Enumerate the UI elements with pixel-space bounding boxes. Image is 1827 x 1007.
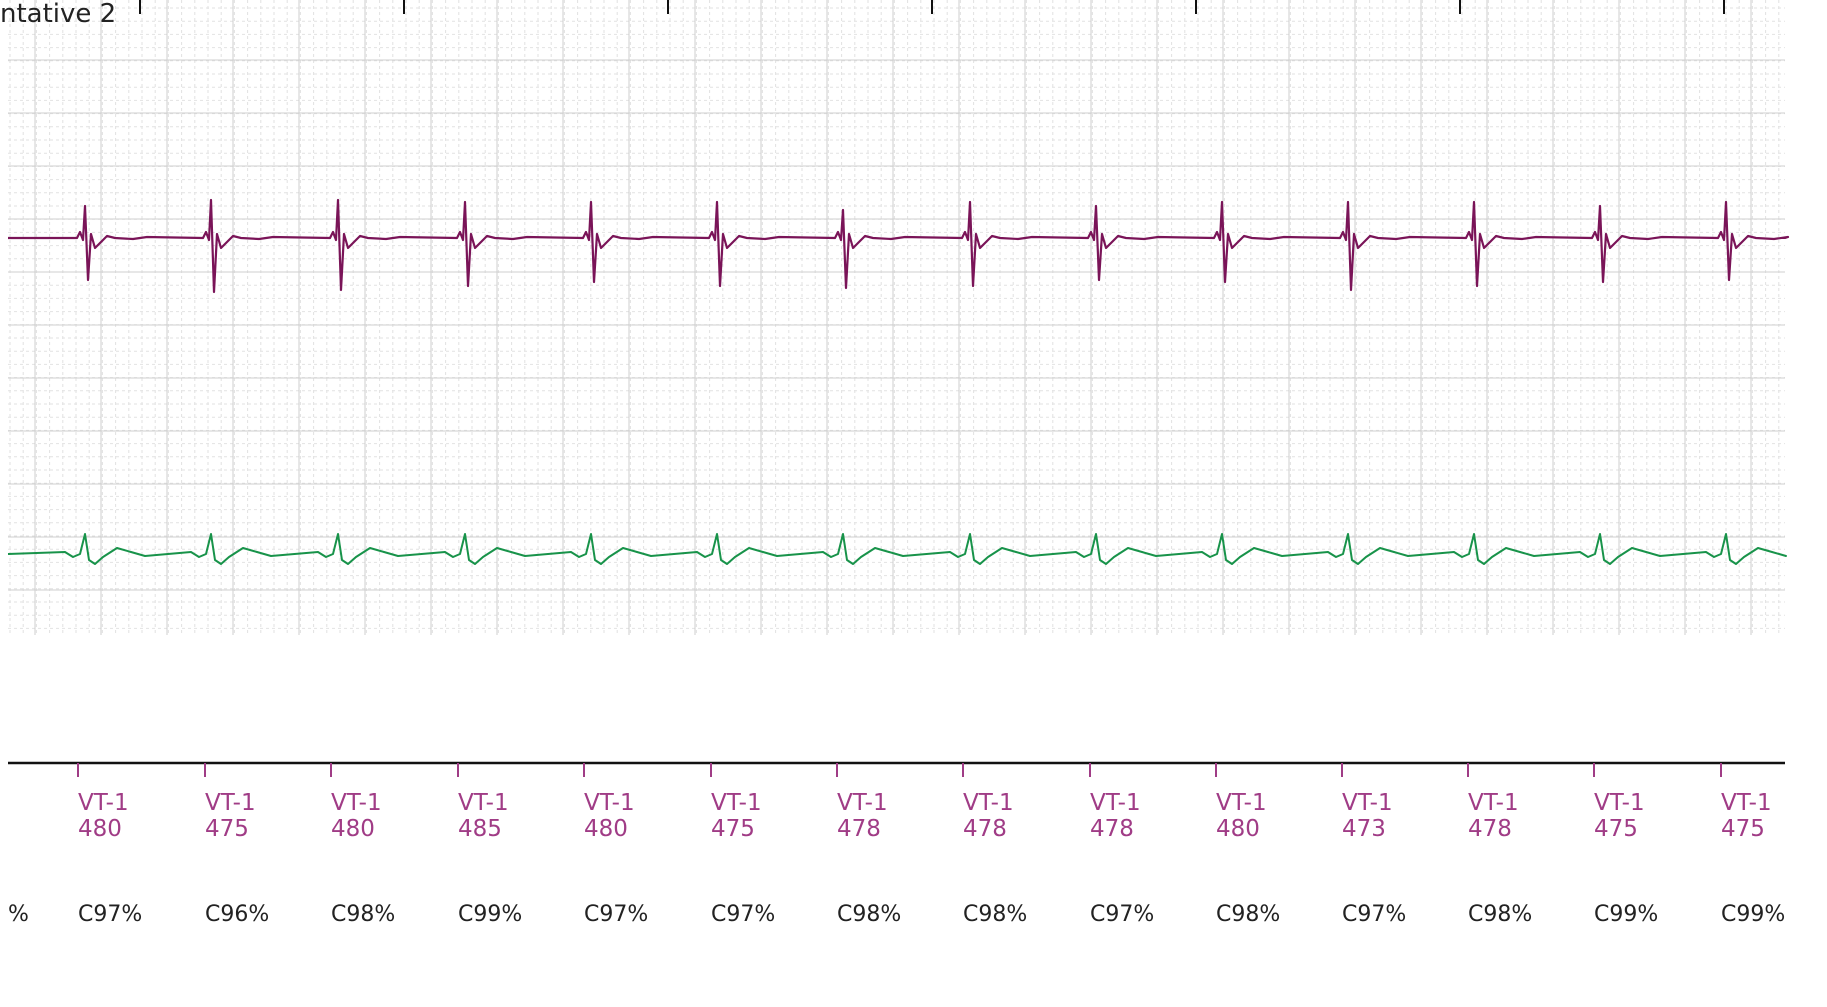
marker-interval: 480 bbox=[78, 816, 122, 842]
ecg-trace-channel-1 bbox=[8, 198, 1790, 294]
marker-code: VT-1 bbox=[1468, 790, 1519, 816]
confidence-label: C97% bbox=[1342, 902, 1406, 927]
marker-interval: 478 bbox=[1468, 816, 1512, 842]
marker-code: VT-1 bbox=[584, 790, 635, 816]
time-ruler-ticks bbox=[139, 0, 1725, 14]
confidence-label: C99% bbox=[458, 902, 522, 927]
marker-interval: 475 bbox=[1594, 816, 1638, 842]
marker-code: VT-1 bbox=[963, 790, 1014, 816]
marker-code: VT-1 bbox=[205, 790, 256, 816]
confidence-label: C98% bbox=[837, 902, 901, 927]
marker-code: VT-1 bbox=[1721, 790, 1772, 816]
confidence-label: C98% bbox=[1468, 902, 1532, 927]
marker-code: VT-1 bbox=[78, 790, 129, 816]
confidence-label: C99% bbox=[1721, 902, 1785, 927]
confidence-label: C96% bbox=[205, 902, 269, 927]
marker-code: VT-1 bbox=[837, 790, 888, 816]
marker-code: VT-1 bbox=[1216, 790, 1267, 816]
marker-interval: 480 bbox=[1216, 816, 1260, 842]
confidence-label: C99% bbox=[1594, 902, 1658, 927]
marker-code: VT-1 bbox=[1342, 790, 1393, 816]
marker-interval: 478 bbox=[1090, 816, 1134, 842]
marker-interval: 485 bbox=[458, 816, 502, 842]
confidence-label: C97% bbox=[1090, 902, 1154, 927]
confidence-label: C98% bbox=[963, 902, 1027, 927]
confidence-label: C98% bbox=[331, 902, 395, 927]
marker-interval: 475 bbox=[205, 816, 249, 842]
marker-interval: 478 bbox=[837, 816, 881, 842]
confidence-label: C98% bbox=[1216, 902, 1280, 927]
partial-confidence-label: % bbox=[8, 902, 29, 927]
marker-interval: 480 bbox=[331, 816, 375, 842]
marker-interval: 478 bbox=[963, 816, 1007, 842]
marker-code: VT-1 bbox=[458, 790, 509, 816]
marker-interval: 475 bbox=[711, 816, 755, 842]
confidence-label: C97% bbox=[78, 902, 142, 927]
ecg-trace-channel-2 bbox=[7, 533, 1787, 565]
marker-code: VT-1 bbox=[1594, 790, 1645, 816]
strip-title: ntative 2 bbox=[0, 0, 116, 29]
marker-code: VT-1 bbox=[711, 790, 762, 816]
marker-interval: 480 bbox=[584, 816, 628, 842]
marker-code: VT-1 bbox=[1090, 790, 1141, 816]
marker-annotations: VT-1480C97%VT-1475C96%VT-1480C98%VT-1485… bbox=[77, 763, 1785, 927]
marker-code: VT-1 bbox=[331, 790, 382, 816]
marker-interval: 475 bbox=[1721, 816, 1765, 842]
confidence-label: C97% bbox=[584, 902, 648, 927]
ecg-grid bbox=[8, 0, 1785, 635]
confidence-label: C97% bbox=[711, 902, 775, 927]
marker-interval: 473 bbox=[1342, 816, 1386, 842]
